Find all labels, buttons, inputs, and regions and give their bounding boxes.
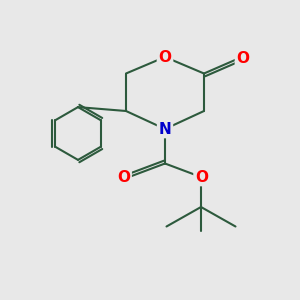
Text: N: N bbox=[159, 122, 171, 136]
Text: O: O bbox=[236, 51, 250, 66]
Text: O: O bbox=[117, 169, 130, 184]
Text: O: O bbox=[195, 169, 208, 184]
Text: O: O bbox=[158, 50, 172, 64]
